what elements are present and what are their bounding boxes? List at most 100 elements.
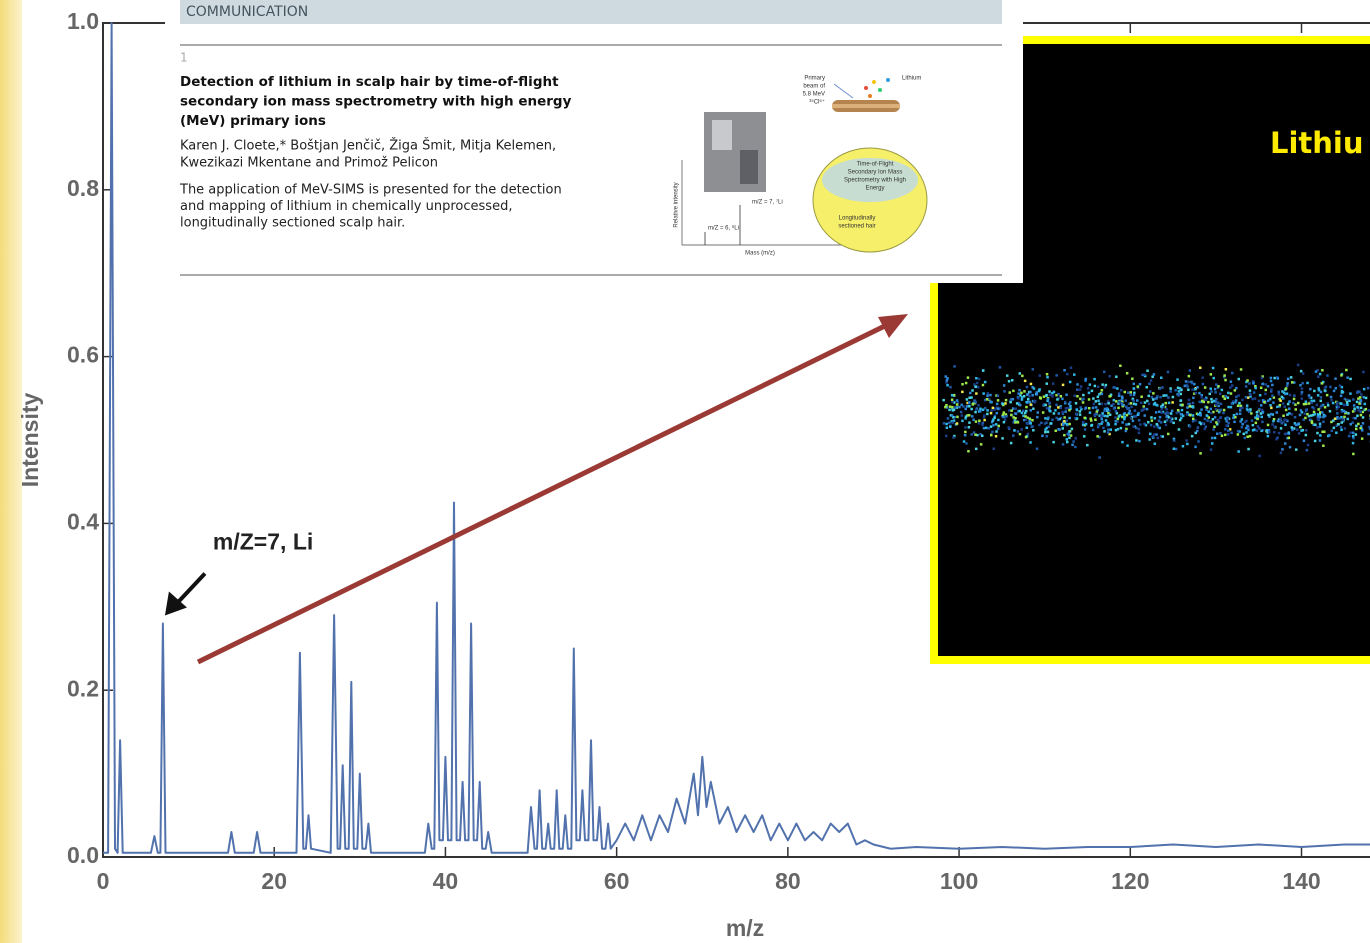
signal-dot: [1294, 408, 1297, 411]
signal-dot: [1158, 415, 1162, 419]
signal-dot: [1107, 400, 1110, 403]
signal-dot: [952, 436, 955, 439]
signal-dot: [1246, 424, 1249, 428]
signal-dot: [1136, 385, 1139, 388]
signal-dot: [953, 365, 956, 368]
signal-dot: [1020, 411, 1024, 415]
signal-dot: [1276, 375, 1279, 379]
signal-dot: [1116, 420, 1119, 423]
signal-dot: [1282, 414, 1285, 417]
signal-dot: [1206, 419, 1209, 422]
signal-dot: [1125, 427, 1128, 431]
signal-dot: [1319, 415, 1322, 419]
signal-dot: [1358, 402, 1361, 405]
signal-dot: [1204, 405, 1207, 409]
signal-dot: [952, 416, 955, 419]
signal-dot: [971, 415, 974, 418]
signal-dot: [1055, 403, 1058, 407]
signal-dot: [1245, 431, 1248, 434]
signal-dot: [947, 421, 951, 424]
signal-dot: [1185, 383, 1189, 387]
signal-dot: [1028, 417, 1032, 420]
signal-dot: [1304, 433, 1308, 437]
x-tick-label: 60: [604, 868, 630, 894]
graphic-label: Energy: [865, 186, 884, 192]
signal-dot: [1125, 372, 1129, 375]
signal-dot: [1074, 445, 1077, 449]
signal-dot: [1317, 389, 1321, 392]
signal-dot: [1072, 440, 1075, 443]
signal-dot: [1285, 432, 1288, 435]
signal-dot: [1121, 440, 1124, 444]
signal-dot: [1264, 392, 1267, 396]
signal-dot: [1246, 435, 1249, 438]
signal-dot: [1025, 426, 1028, 429]
signal-dot: [1339, 425, 1343, 429]
signal-dot: [1294, 423, 1298, 427]
signal-dot: [1132, 393, 1136, 397]
signal-dot: [1059, 405, 1062, 408]
signal-dot: [1101, 414, 1104, 417]
signal-dot: [973, 383, 976, 386]
signal-dot: [1066, 440, 1069, 444]
signal-dot: [1335, 407, 1339, 411]
signal-dot: [1248, 434, 1252, 438]
signal-dot: [1031, 368, 1034, 371]
signal-dot: [1225, 424, 1228, 427]
signal-dot: [1119, 364, 1122, 367]
signal-dot: [1330, 398, 1333, 402]
signal-dot: [1268, 431, 1271, 434]
signal-dot: [1023, 379, 1027, 383]
signal-dot: [1156, 425, 1160, 429]
signal-dot: [1079, 406, 1082, 409]
signal-dot: [969, 391, 972, 395]
signal-dot: [991, 406, 995, 410]
signal-dot: [1242, 432, 1245, 436]
signal-dot: [1046, 430, 1050, 434]
signal-dot: [1076, 388, 1079, 391]
signal-dot: [1246, 379, 1249, 382]
signal-dot: [1215, 383, 1218, 386]
signal-dot: [1029, 441, 1032, 444]
signal-dot: [1236, 404, 1240, 407]
signal-dot: [1326, 402, 1329, 405]
signal-dot: [1103, 386, 1107, 389]
signal-dot: [1310, 421, 1314, 425]
signal-dot: [1356, 406, 1359, 409]
signal-dot: [1199, 414, 1202, 417]
signal-dot: [1335, 417, 1338, 420]
signal-dot: [1122, 413, 1126, 416]
signal-dot: [1160, 407, 1163, 410]
signal-dot: [1239, 420, 1242, 423]
signal-dot: [1335, 424, 1338, 427]
signal-dot: [1109, 428, 1112, 431]
signal-dot: [1171, 395, 1175, 399]
signal-dot: [1038, 423, 1041, 427]
signal-dot: [1151, 375, 1154, 378]
signal-dot: [1196, 386, 1199, 389]
signal-dot: [1006, 374, 1009, 377]
signal-dot: [1218, 408, 1221, 412]
signal-dot: [981, 421, 985, 425]
signal-dot: [1191, 381, 1194, 385]
signal-dot: [964, 430, 967, 434]
signal-dot: [1032, 429, 1035, 432]
signal-dot: [1309, 387, 1312, 391]
signal-dot: [951, 405, 954, 409]
signal-dot: [1067, 406, 1070, 410]
signal-dot: [1277, 393, 1281, 396]
signal-dot: [958, 405, 961, 409]
signal-dot: [1147, 394, 1150, 398]
signal-dot: [1149, 432, 1152, 436]
signal-dot: [1207, 400, 1210, 404]
signal-dot: [1093, 413, 1096, 417]
signal-dot: [1127, 407, 1131, 410]
signal-dot: [1179, 403, 1182, 407]
signal-dot: [1156, 404, 1159, 407]
signal-dot: [1330, 420, 1333, 424]
signal-dot: [1205, 406, 1209, 409]
signal-dot: [1320, 404, 1323, 408]
signal-dot: [1322, 444, 1325, 447]
x-tick-label: 0: [97, 868, 110, 894]
signal-dot: [986, 412, 989, 416]
